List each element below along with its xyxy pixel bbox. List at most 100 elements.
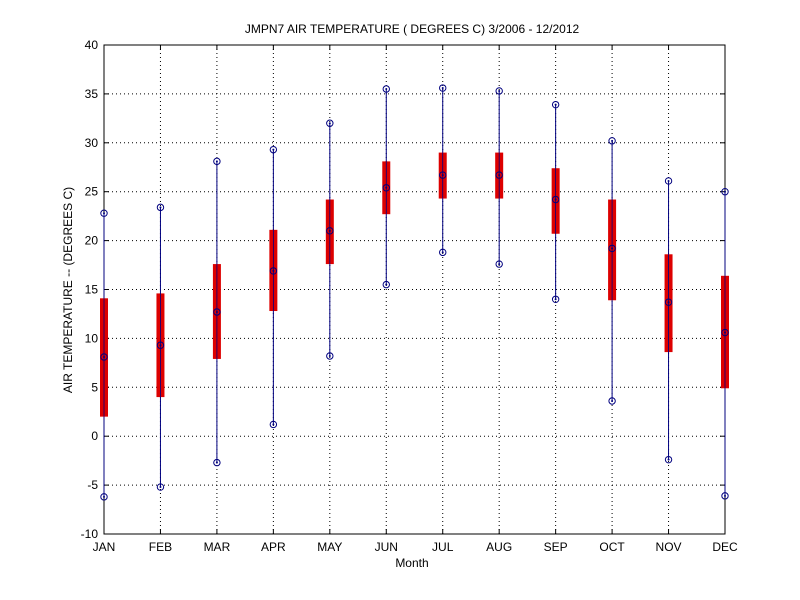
max-marker [382, 85, 390, 93]
max-marker [326, 119, 334, 127]
y-tick-label: 40 [85, 38, 99, 52]
y-tick-label: 20 [85, 234, 99, 248]
data-marks [100, 84, 729, 501]
max-marker-dot [667, 179, 670, 182]
median-marker [495, 171, 503, 179]
x-axis-label: Month [395, 556, 428, 570]
median-marker [213, 308, 221, 316]
min-marker-dot [215, 461, 218, 464]
min-marker [608, 397, 616, 405]
chart-title: JMPN7 AIR TEMPERATURE ( DEGREES C) 3/200… [245, 22, 580, 36]
min-marker-dot [159, 486, 162, 489]
min-marker-dot [554, 298, 557, 301]
max-marker-dot [498, 89, 501, 92]
max-marker [100, 209, 108, 217]
max-marker [269, 145, 278, 154]
min-marker [664, 455, 673, 464]
min-marker-dot [272, 423, 275, 426]
x-tick-label: NOV [656, 540, 682, 554]
median-marker [551, 195, 560, 204]
y-tick-label: 35 [85, 87, 99, 101]
median-marker [326, 227, 334, 235]
max-marker [608, 137, 616, 145]
x-tick-label: OCT [599, 540, 625, 554]
x-tick-label: FEB [149, 540, 172, 554]
median-marker [269, 267, 278, 275]
max-marker-dot [159, 206, 162, 209]
median-marker-dot [103, 355, 105, 358]
median-marker-dot [498, 174, 501, 177]
min-marker [269, 420, 278, 429]
max-marker [721, 188, 729, 196]
x-tick-label: DEC [712, 540, 738, 554]
max-marker-dot [554, 103, 557, 106]
y-tick-label: 15 [85, 283, 99, 297]
min-marker [721, 492, 729, 500]
median-marker [608, 244, 616, 253]
max-marker-dot [441, 87, 444, 90]
max-marker-dot [611, 139, 614, 142]
median-marker [156, 341, 165, 349]
x-tick-label: JUN [375, 540, 398, 554]
min-marker-dot [385, 283, 388, 286]
y-tick-label: 30 [85, 136, 99, 150]
x-tick-label: JAN [93, 540, 116, 554]
median-marker [439, 171, 447, 179]
median-marker [100, 353, 108, 361]
plot-area-frame [103, 44, 726, 535]
min-marker-dot [498, 263, 501, 266]
max-marker [439, 84, 447, 92]
max-marker-dot [272, 148, 275, 151]
min-marker [439, 248, 447, 257]
x-tick-label: JUL [432, 540, 454, 554]
median-marker-dot [159, 344, 162, 347]
min-marker [156, 483, 165, 491]
median-marker [664, 298, 673, 306]
median-marker-dot [441, 174, 444, 177]
max-marker [213, 157, 221, 166]
min-marker [326, 352, 334, 360]
max-marker [495, 87, 503, 95]
max-marker-dot [724, 190, 726, 193]
median-marker [721, 328, 729, 337]
y-axis-label: AIR TEMPERATURE -- (DEGREES C) [61, 187, 75, 393]
median-marker-dot [215, 310, 218, 313]
max-marker [156, 203, 165, 212]
y-tick-label: -10 [81, 527, 99, 541]
max-marker-dot [103, 212, 105, 215]
axis-ticks: -10 -5 0 5 10 15 20 25 30 35 40 JAN FEB MAR APR MAY JUN J… [81, 38, 738, 554]
x-tick-label: SEP [544, 540, 568, 554]
median-marker-dot [554, 198, 557, 201]
min-marker-dot [441, 251, 444, 254]
min-marker-dot [611, 399, 614, 402]
grid-lines [104, 45, 725, 534]
median-marker-dot [272, 269, 275, 272]
y-tick-label: 0 [91, 429, 98, 443]
x-tick-label: APR [261, 540, 286, 554]
x-tick-label: MAY [317, 540, 342, 554]
min-marker-dot [328, 355, 331, 358]
min-marker [495, 260, 503, 268]
min-marker-dot [667, 458, 670, 461]
max-marker-dot [215, 160, 218, 163]
median-marker-dot [385, 186, 388, 189]
x-tick-label: AUG [486, 540, 512, 554]
median-marker-dot [611, 247, 614, 250]
y-tick-label: 25 [85, 185, 99, 199]
min-marker [213, 458, 221, 467]
median-marker-dot [667, 301, 670, 304]
y-tick-label: -5 [87, 478, 98, 492]
x-tick-label: MAR [204, 540, 231, 554]
median-marker [382, 184, 390, 192]
max-marker-dot [385, 88, 388, 91]
max-marker-dot [328, 122, 331, 125]
min-marker-dot [103, 495, 105, 498]
min-marker [551, 295, 560, 303]
max-marker [551, 100, 560, 109]
median-marker-dot [328, 229, 331, 232]
min-marker [382, 280, 390, 289]
min-marker [100, 493, 108, 501]
max-marker [664, 177, 673, 185]
median-marker-dot [724, 331, 726, 334]
